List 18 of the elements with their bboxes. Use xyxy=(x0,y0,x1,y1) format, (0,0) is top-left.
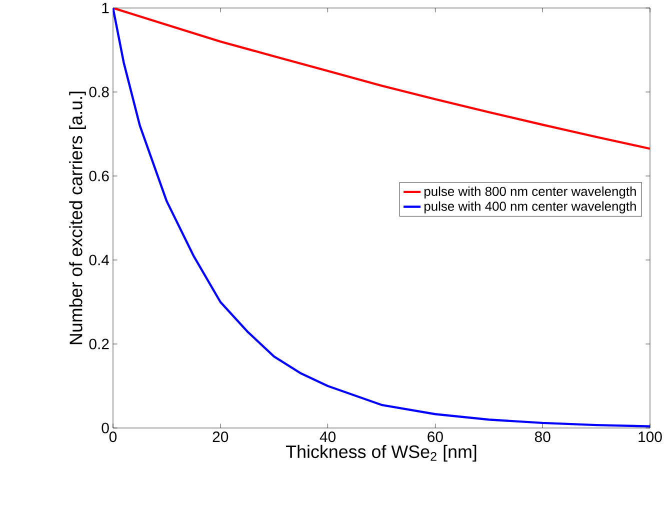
x-tick-label: 20 xyxy=(212,432,228,442)
y-tick-label: 0 xyxy=(102,422,109,434)
y-tick-label: 1 xyxy=(102,2,109,14)
line-series xyxy=(113,8,650,428)
x-tick-label: 80 xyxy=(534,432,550,442)
x-tick-label: 60 xyxy=(428,432,443,442)
x-tick-label: 0 xyxy=(109,432,117,442)
y-tick-label: 0.2 xyxy=(89,338,109,350)
legend-label: pulse with 800 nm center wavelength xyxy=(424,186,636,199)
y-axis-title: Number of excited carriers [a.u.] xyxy=(69,92,86,344)
x-tick-label: 40 xyxy=(320,432,336,442)
y-tick-label: 0.4 xyxy=(89,254,110,266)
legend-label: pulse with 400 nm center wavelength xyxy=(424,201,636,214)
y-tick-label: 0.6 xyxy=(89,170,109,182)
line-series xyxy=(113,8,650,150)
x-axis-title: Thickness of WSe$_{2}$ [nm] xyxy=(286,444,476,462)
y-tick-label: 0.8 xyxy=(89,86,109,98)
x-tick-label: 100 xyxy=(638,432,662,442)
